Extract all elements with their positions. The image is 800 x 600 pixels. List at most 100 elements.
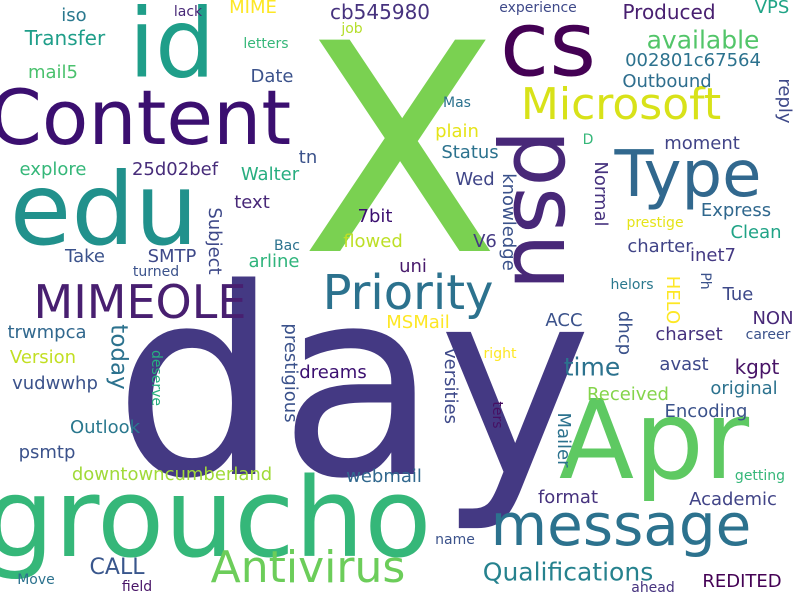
word-plain: plain <box>435 121 479 142</box>
word-Transfer: Transfer <box>24 26 106 50</box>
word-psmtp: psmtp <box>18 442 76 463</box>
word-explore: explore <box>19 159 87 180</box>
word-002801c67564: 002801c67564 <box>625 50 761 71</box>
word-7bit: 7bit <box>357 206 393 227</box>
word-Ph: Ph <box>697 272 713 290</box>
word-dhcp: dhcp <box>614 310 635 356</box>
word-available: available <box>646 25 760 55</box>
word-cs: cs <box>499 0 597 97</box>
word-field: field <box>121 579 153 595</box>
word-career: career <box>745 327 791 343</box>
word-charset: charset <box>655 324 723 345</box>
word-charter: charter <box>627 236 693 257</box>
word-Subject: Subject <box>204 207 225 275</box>
word-Priority: Priority <box>322 265 494 321</box>
word-time: time <box>563 352 621 382</box>
word-Walter: Walter <box>240 164 300 185</box>
word-MIME: MIME <box>229 0 277 18</box>
word-vudwwhp: vudwwhp <box>12 373 98 394</box>
word-Outlook: Outlook <box>69 417 141 438</box>
word-letters: letters <box>243 36 289 52</box>
word-iso: iso <box>61 5 87 26</box>
word-NON: NON <box>752 308 794 329</box>
word-mail5: mail5 <box>27 62 79 83</box>
word-format: format <box>537 487 599 508</box>
word-experience: experience <box>499 0 577 16</box>
word-kgpt: kgpt <box>734 355 780 379</box>
word-moment: moment <box>664 133 740 154</box>
word-webmail: webmail <box>346 466 422 487</box>
word-edu: edu <box>9 151 199 268</box>
word-text: text <box>234 192 270 213</box>
word-cb545980: cb545980 <box>329 0 431 24</box>
word-reply: reply <box>774 78 795 124</box>
word-ters: ters <box>489 401 505 429</box>
word-Normal: Normal <box>590 161 611 227</box>
word-Express: Express <box>700 200 772 221</box>
word-Status: Status <box>441 142 499 163</box>
word-inet7: inet7 <box>690 245 736 266</box>
word-Wed: Wed <box>455 169 495 190</box>
word-Version: Version <box>9 347 77 368</box>
word-V6: V6 <box>473 231 497 252</box>
word-lack: lack <box>173 4 203 20</box>
word-arline: arline <box>248 251 300 272</box>
word-Take: Take <box>65 246 105 267</box>
word-versities: versities <box>440 347 461 425</box>
word-Date: Date <box>250 66 294 87</box>
word-trwmpca: trwmpca <box>7 322 87 343</box>
word-MSMail: MSMail <box>386 312 450 333</box>
word-Type: Type <box>614 138 762 212</box>
word-right: right <box>483 346 517 362</box>
word-flowed: flowed <box>343 231 403 252</box>
word-Microsoft: Microsoft <box>520 79 722 130</box>
word-Clean: Clean <box>730 222 782 243</box>
word-turned: turned <box>132 264 180 280</box>
word-job: job <box>341 21 363 37</box>
word-uni: uni <box>399 256 427 277</box>
word-X: X <box>300 0 500 320</box>
word-tn: tn <box>298 147 318 168</box>
word-Received: Received <box>587 384 669 405</box>
word-id: id <box>128 0 216 100</box>
word-VPS: VPS <box>754 0 790 18</box>
word-prestige: prestige <box>626 215 684 231</box>
word-MIMEOLE: MIMEOLE <box>33 275 247 329</box>
word-groucho: groucho <box>0 454 432 582</box>
word-avast: avast <box>659 354 709 375</box>
word-Move: Move <box>17 572 55 588</box>
word-CALL: CALL <box>89 555 145 580</box>
word-HELO: HELO <box>662 275 683 325</box>
word-downtowncumberland: downtowncumberland <box>71 464 273 485</box>
word-D: D <box>582 132 594 148</box>
word-SMTP: SMTP <box>147 246 197 267</box>
word-Produced: Produced <box>622 0 716 24</box>
word-prestigious: prestigious <box>280 323 301 423</box>
word-Apr: Apr <box>558 376 750 504</box>
word-dreams: dreams <box>299 362 367 383</box>
word-Tue: Tue <box>722 284 754 305</box>
word-Bac: Bac <box>274 238 300 254</box>
word-Academic: Academic <box>689 489 777 510</box>
word-name: name <box>435 532 475 548</box>
word-helors: helors <box>610 277 654 293</box>
word-25d02bef: 25d02bef <box>131 159 219 180</box>
word-ahead: ahead <box>631 580 675 596</box>
word-deserve: deserve <box>148 349 164 407</box>
word-ACC: ACC <box>545 310 583 331</box>
word-Mas: Mas <box>443 95 471 111</box>
word-day: day <box>113 234 593 536</box>
word-knowledge: knowledge <box>498 173 519 271</box>
word-message: message <box>490 491 752 559</box>
word-Outbound: Outbound <box>622 71 712 92</box>
word-Content: Content <box>0 73 292 162</box>
word-today: today <box>105 324 132 390</box>
word-Encoding: Encoding <box>664 401 748 422</box>
word-original: original <box>710 378 778 399</box>
word-Qualifications: Qualifications <box>482 557 654 587</box>
word-REDITED: REDITED <box>702 571 782 592</box>
word-getting: getting <box>734 468 786 484</box>
word-Antivirus: Antivirus <box>210 542 406 593</box>
word-Mailer: Mailer <box>553 412 574 468</box>
